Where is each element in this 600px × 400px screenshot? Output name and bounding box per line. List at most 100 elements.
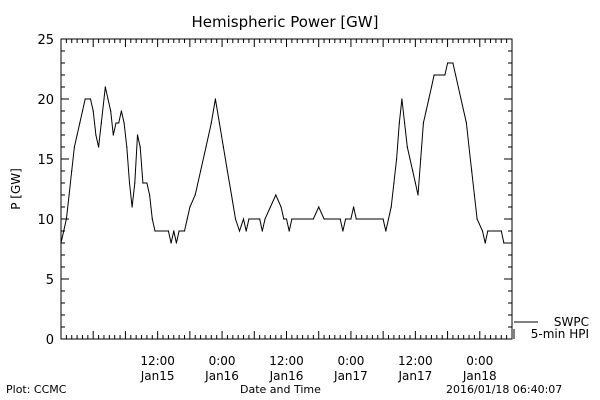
data-point: [107, 98, 109, 100]
data-point: [350, 218, 352, 220]
data-point: [81, 110, 84, 112]
x-axis-label: Date and Time: [240, 383, 321, 396]
data-point: [323, 218, 325, 220]
x-tick-label-date: Jan16: [269, 369, 304, 383]
data-point: [503, 242, 505, 244]
y-tick-label: 25: [37, 33, 54, 48]
data-point: [95, 134, 97, 136]
data-point: [126, 146, 128, 148]
data-point: [245, 230, 247, 232]
data-point: [186, 218, 188, 220]
x-tick-label-date: Jan16: [204, 369, 239, 383]
data-point: [280, 206, 282, 208]
data-point: [396, 158, 398, 160]
data-point: [259, 218, 261, 220]
x-tick-label-time: 0:00: [337, 354, 364, 368]
data-point: [120, 110, 122, 112]
data-point: [481, 230, 484, 232]
data-point: [110, 110, 112, 112]
x-tick-label-date: Jan17: [333, 369, 368, 383]
data-point: [471, 170, 473, 172]
data-point: [438, 74, 441, 76]
data-point: [134, 182, 136, 184]
legend-label-swpc: SWPC: [554, 315, 589, 329]
series-points: [60, 62, 513, 244]
data-point: [452, 62, 454, 64]
data-point: [218, 122, 220, 124]
data-point: [476, 218, 478, 220]
x-tick-label-time: 12:00: [398, 354, 433, 368]
data-point: [98, 146, 100, 148]
series-line-5-min-hpi: [60, 62, 512, 244]
x-tick-label-date: Jan17: [397, 369, 432, 383]
data-point: [339, 218, 341, 220]
data-point: [420, 158, 422, 160]
data-point: [455, 74, 457, 76]
x-tick-label-time: 0:00: [209, 354, 236, 368]
data-point: [146, 182, 148, 184]
data-point: [275, 194, 277, 196]
data-point: [460, 98, 462, 100]
data-point: [92, 110, 94, 112]
legend-label-hpi: 5-min HPI: [531, 327, 589, 341]
data-point: [404, 122, 406, 124]
data-point: [285, 218, 288, 220]
data-point: [248, 218, 250, 220]
data-point: [264, 218, 266, 220]
data-point: [283, 218, 285, 220]
data-point: [473, 194, 475, 196]
data-point: [189, 206, 191, 208]
chart-title: Hemispheric Power [GW]: [192, 13, 379, 31]
data-point: [60, 242, 62, 244]
data-point: [312, 218, 314, 220]
data-point: [103, 98, 105, 100]
data-point: [175, 242, 177, 244]
data-point: [398, 122, 400, 124]
data-point: [500, 230, 502, 232]
y-axis: 0 5 10 15 20 25: [37, 33, 512, 348]
data-point: [214, 98, 216, 100]
data-point: [390, 206, 392, 208]
data-point: [269, 206, 271, 208]
data-point: [63, 230, 65, 232]
data-point: [409, 158, 411, 160]
data-point: [104, 86, 106, 88]
data-point: [242, 218, 245, 220]
data-point: [73, 146, 75, 148]
data-point: [149, 194, 151, 196]
x-axis: 12:00Jan150:00Jan1612:00Jan160:00Jan1712…: [60, 39, 513, 383]
data-point: [425, 110, 427, 112]
data-point: [444, 74, 446, 76]
data-point: [136, 134, 139, 136]
data-point: [355, 218, 357, 220]
data-point: [484, 242, 486, 244]
data-point: [118, 122, 120, 124]
data-point: [128, 182, 131, 184]
y-tick-label: 5: [46, 273, 54, 288]
data-point: [447, 62, 449, 64]
data-point: [167, 230, 169, 232]
data-point: [226, 170, 228, 172]
data-point: [178, 230, 180, 232]
data-point: [412, 170, 414, 172]
data-point: [230, 194, 233, 196]
x-tick-label-time: 12:00: [269, 354, 304, 368]
data-point: [422, 122, 424, 124]
data-point: [342, 230, 344, 232]
y-axis-label: P [GW]: [9, 168, 23, 210]
data-point: [318, 206, 320, 208]
data-point: [433, 74, 435, 76]
data-point: [170, 242, 172, 244]
data-point: [428, 98, 430, 100]
data-point: [210, 122, 212, 124]
data-point: [100, 122, 102, 124]
data-point: [345, 218, 347, 220]
data-point: [200, 170, 202, 172]
data-point: [487, 230, 489, 232]
data-point: [385, 230, 387, 232]
data-point: [76, 134, 78, 136]
data-point: [112, 134, 114, 136]
y-tick-label: 10: [37, 213, 54, 228]
data-point: [183, 230, 186, 232]
